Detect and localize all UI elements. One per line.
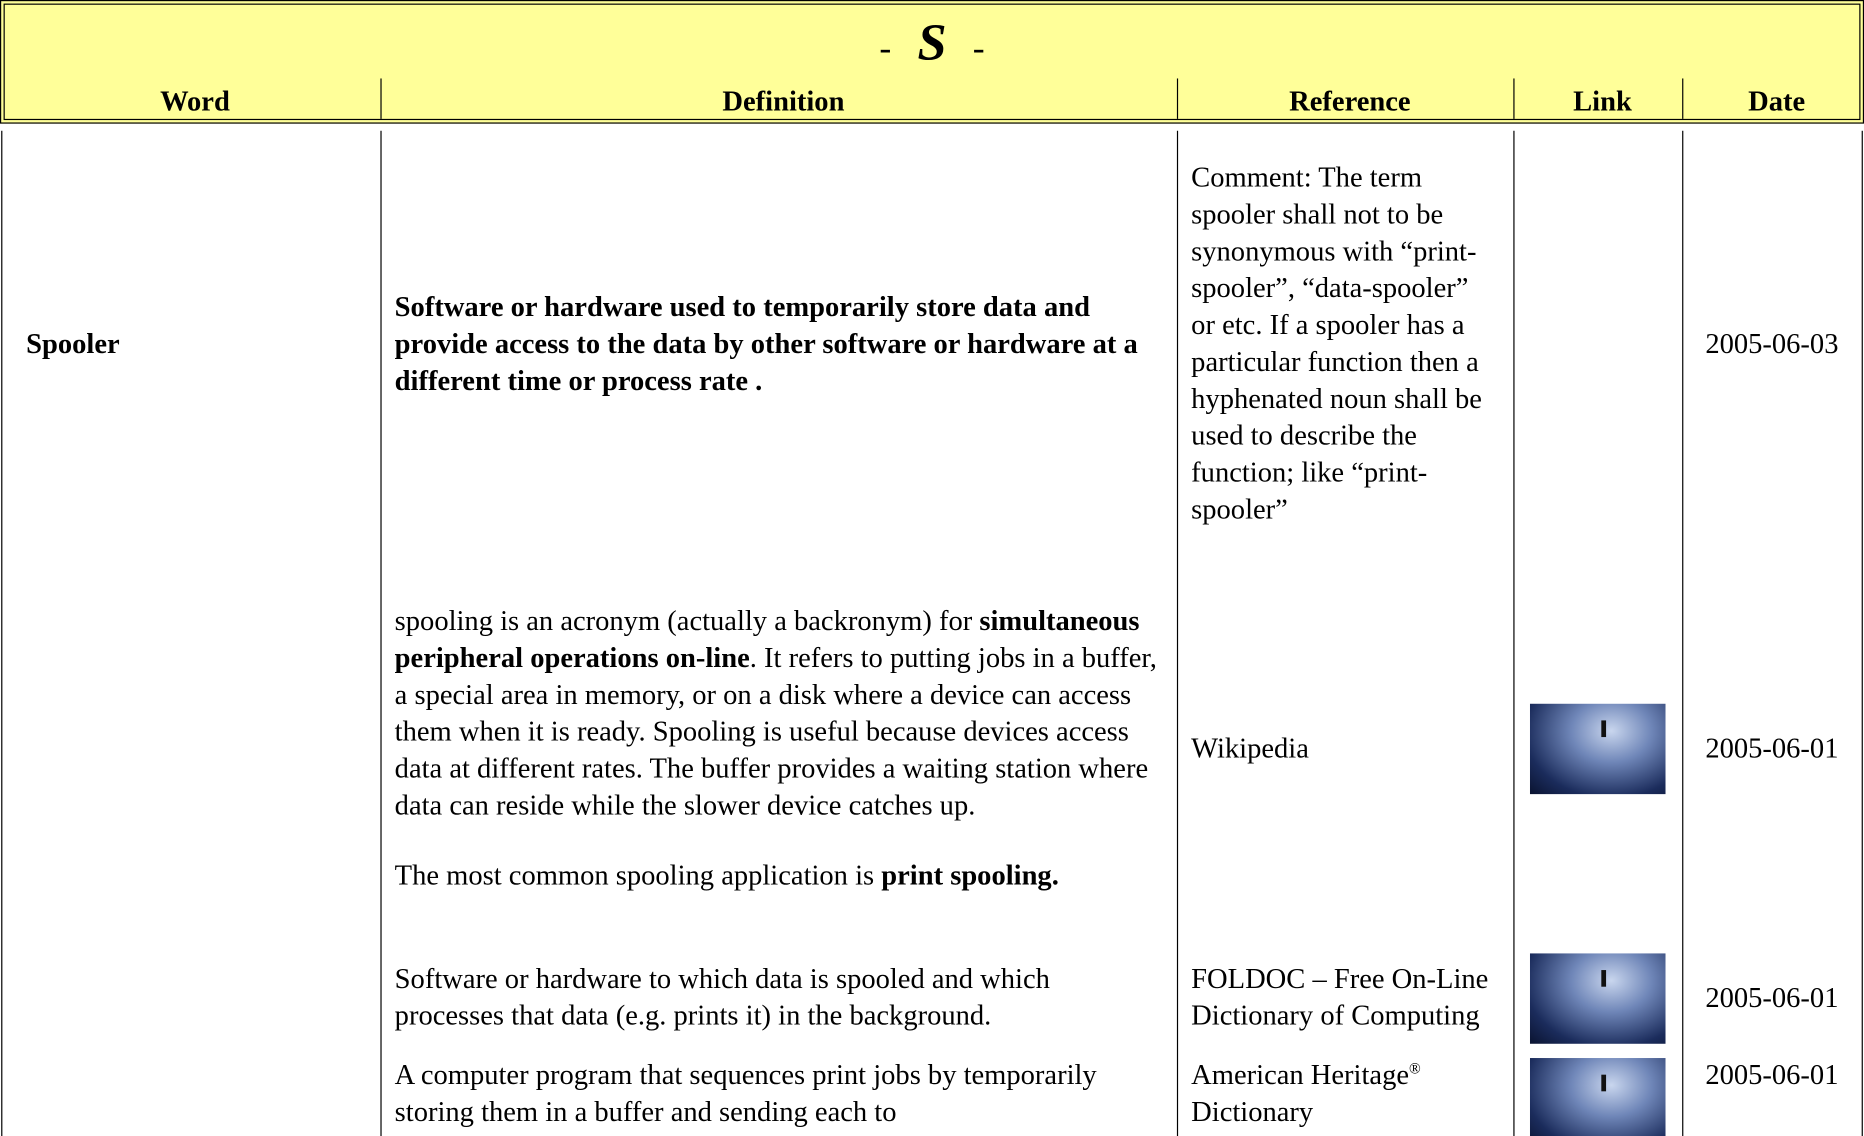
word-cell	[0, 939, 380, 1058]
word-cell: Spooler	[0, 131, 380, 559]
text-run: American Heritage	[1191, 1060, 1410, 1092]
link-cell	[1513, 559, 1682, 939]
grid-line	[1861, 130, 1863, 1136]
text-run: . It refers to putting jobs in a buffer,…	[394, 642, 1157, 821]
link-image[interactable]	[1529, 703, 1666, 795]
reference: Wikipedia	[1191, 731, 1309, 768]
definition: Software or hardware to which data is sp…	[395, 962, 1163, 1036]
definition: A computer program that sequences print …	[395, 1058, 1163, 1132]
link-image[interactable]	[1529, 953, 1666, 1044]
word-cell	[0, 559, 380, 939]
paragraph: Software or hardware used to temporarily…	[395, 289, 1163, 400]
text-run: Software or hardware used to temporarily…	[394, 291, 1138, 397]
date-cell: 2005-06-01	[1682, 559, 1862, 939]
reference-cell: FOLDOC – Free On-Line Dictionary of Comp…	[1177, 939, 1513, 1058]
letter: S	[917, 13, 947, 72]
divider	[1513, 78, 1515, 119]
reference: American Heritage® Dictionary	[1191, 1058, 1499, 1132]
word-cell	[0, 1058, 380, 1136]
paragraph: A computer program that sequences print …	[395, 1058, 1163, 1132]
definition: Software or hardware used to temporarily…	[395, 289, 1163, 400]
link-cell	[1513, 131, 1682, 559]
link-cell	[1513, 939, 1682, 1058]
date-cell: 2005-06-01	[1682, 939, 1862, 1058]
date: 2005-06-01	[1705, 1060, 1839, 1092]
reference-cell: American Heritage® Dictionary	[1177, 1058, 1513, 1136]
dash: -	[879, 28, 892, 68]
definition-cell: A computer program that sequences print …	[380, 1058, 1176, 1136]
date: 2005-06-03	[1705, 328, 1839, 360]
text-run: simultaneous peripheral operations on-li…	[394, 605, 1140, 674]
grid-line	[1513, 130, 1515, 1136]
column-header: Reference	[1289, 86, 1411, 118]
date-cell: 2005-06-03	[1682, 131, 1862, 559]
title: -S-	[5, 16, 1860, 72]
divider	[1176, 78, 1179, 119]
header: -S- Word Definition Reference Link Date	[0, 0, 1864, 124]
grid-line	[380, 130, 382, 1136]
date: 2005-06-01	[1705, 732, 1839, 764]
definition: spooling is an acronym (actually a backr…	[395, 603, 1163, 894]
date-cell: 2005-06-01	[1682, 1058, 1862, 1136]
grid-line	[1176, 130, 1179, 1136]
text-run: print spooling.	[881, 860, 1059, 892]
word: Spooler	[26, 328, 120, 360]
link-image[interactable]	[1529, 1058, 1666, 1136]
divider	[1682, 78, 1684, 119]
column-header: Date	[1748, 86, 1806, 118]
grid-line	[1, 130, 3, 1136]
definition-cell: Software or hardware to which data is sp…	[380, 939, 1176, 1058]
reference-cell: Comment: The term spooler shall not to b…	[1177, 131, 1513, 559]
date: 2005-06-01	[1705, 982, 1839, 1014]
reference: FOLDOC – Free On-Line Dictionary of Comp…	[1191, 962, 1499, 1036]
text-run: The most common spooling application is	[394, 860, 882, 892]
definition-cell: Software or hardware used to temporarily…	[380, 131, 1176, 559]
paragraph: spooling is an acronym (actually a backr…	[395, 603, 1163, 824]
grid-line	[1682, 130, 1684, 1136]
paragraph: Software or hardware to which data is sp…	[395, 962, 1163, 1036]
link-cell	[1513, 1058, 1682, 1136]
text-run: Software or hardware to which data is sp…	[394, 964, 1050, 1032]
divider	[380, 78, 382, 119]
reference: Comment: The term spooler shall not to b…	[1191, 160, 1499, 529]
column-header: Word	[160, 86, 230, 118]
reference-cell: Wikipedia	[1177, 559, 1513, 939]
text-run: Comment: The term spooler shall not to b…	[1191, 162, 1482, 526]
text-run: FOLDOC – Free On-Line Dictionary of Comp…	[1191, 964, 1489, 1032]
dash: -	[972, 28, 985, 68]
column-header: Definition	[722, 86, 845, 118]
text-run: A computer program that sequences print …	[394, 1060, 1097, 1129]
text-run: Wikipedia	[1191, 732, 1309, 764]
definition-cell: spooling is an acronym (actually a backr…	[380, 559, 1176, 939]
text-run: ®	[1409, 1059, 1421, 1078]
paragraph: The most common spooling application is …	[395, 858, 1163, 895]
text-run: spooling is an acronym (actually a backr…	[394, 605, 980, 637]
column-header: Link	[1573, 86, 1632, 118]
text-run: Dictionary	[1191, 1097, 1314, 1129]
